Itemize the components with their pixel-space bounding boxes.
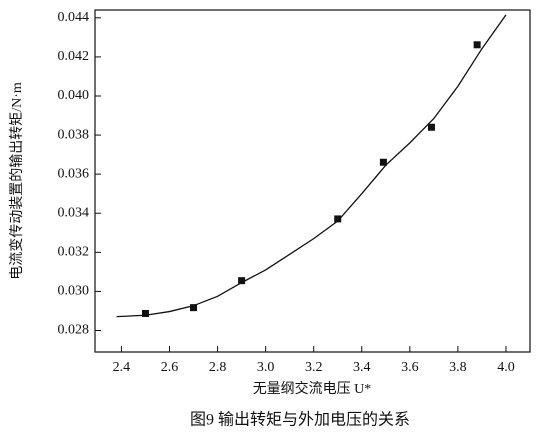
x-tick-label: 3.8: [449, 360, 467, 375]
plot-frame: [94, 9, 531, 353]
y-tick-label: 0.044: [58, 10, 90, 25]
x-tick-label: 3.4: [353, 360, 371, 375]
x-tick-label: 3.2: [305, 360, 323, 375]
y-tick-label: 0.042: [58, 49, 90, 64]
data-point: [473, 41, 481, 49]
x-tick-label: 2.8: [209, 360, 227, 375]
data-point: [141, 310, 149, 318]
x-tick-label: 2.4: [113, 360, 131, 375]
data-point: [427, 123, 435, 131]
data-point: [190, 304, 198, 312]
y-axis-label: 电流变传动装置的输出转矩/N·m: [9, 82, 25, 280]
y-tick-label: 0.034: [58, 205, 90, 220]
fit-curve: [116, 14, 507, 318]
x-tick-label: 3.0: [257, 360, 275, 375]
x-tick-label: 3.6: [401, 360, 419, 375]
y-tick-label: 0.038: [58, 127, 90, 142]
x-axis-label: 无量纲交流电压 U*: [253, 380, 372, 397]
y-tick-label: 0.030: [58, 284, 90, 299]
y-tick-label: 0.028: [58, 323, 90, 338]
y-tick-label: 0.040: [58, 88, 90, 103]
data-point: [334, 215, 342, 223]
x-tick-label: 4.0: [497, 360, 515, 375]
chart-title: 图9 输出转矩与外加电压的关系: [190, 411, 410, 429]
y-tick-label: 0.032: [58, 245, 90, 260]
data-point: [379, 158, 387, 166]
x-tick-label: 2.6: [161, 360, 179, 375]
data-point: [238, 277, 246, 285]
y-tick-label: 0.036: [58, 166, 90, 181]
